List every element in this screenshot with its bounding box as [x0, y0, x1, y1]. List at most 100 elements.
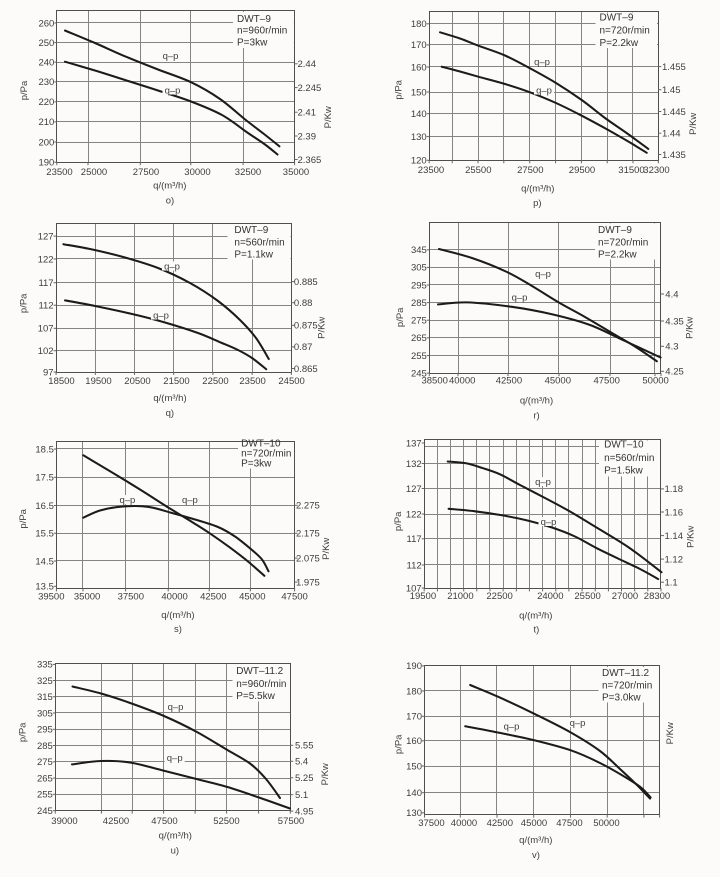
svg-text:107: 107 — [406, 583, 422, 594]
svg-text:n=560r/min: n=560r/min — [234, 237, 284, 248]
svg-text:25000: 25000 — [81, 167, 107, 178]
svg-text:21000: 21000 — [447, 591, 473, 602]
svg-text:q): q) — [166, 408, 174, 419]
svg-text:200: 200 — [38, 137, 54, 148]
svg-text:5.55: 5.55 — [295, 741, 314, 752]
svg-text:265: 265 — [411, 333, 427, 344]
svg-text:127: 127 — [38, 231, 54, 242]
svg-text:190: 190 — [38, 158, 54, 169]
svg-text:2.075: 2.075 — [296, 553, 320, 564]
svg-text:38500: 38500 — [421, 375, 447, 386]
svg-text:p/Pa: p/Pa — [393, 511, 404, 531]
svg-text:n=720r/min: n=720r/min — [602, 681, 652, 692]
svg-text:45000: 45000 — [239, 591, 265, 602]
svg-text:230: 230 — [38, 77, 54, 88]
svg-text:P/Kw: P/Kw — [321, 538, 332, 560]
svg-text:q–p: q–p — [119, 495, 135, 506]
svg-text:40000: 40000 — [449, 375, 475, 386]
svg-text:16.5: 16.5 — [35, 501, 54, 512]
svg-text:q/(m³/h): q/(m³/h) — [519, 610, 552, 621]
svg-text:P/Kw: P/Kw — [688, 113, 699, 135]
svg-text:245: 245 — [411, 368, 427, 379]
svg-text:4.4: 4.4 — [665, 289, 678, 300]
svg-text:2.245: 2.245 — [298, 83, 322, 94]
svg-text:47500: 47500 — [556, 818, 582, 829]
svg-text:2.175: 2.175 — [296, 529, 320, 540]
svg-text:P=2.2kw: P=2.2kw — [598, 249, 637, 260]
svg-text:13.5: 13.5 — [35, 582, 54, 593]
svg-text:r): r) — [533, 411, 539, 422]
svg-text:39500: 39500 — [38, 591, 64, 602]
svg-text:107: 107 — [38, 324, 54, 335]
svg-text:112: 112 — [407, 560, 422, 571]
svg-text:112: 112 — [38, 301, 53, 312]
svg-text:1.16: 1.16 — [665, 507, 684, 518]
svg-text:DWT–11.2: DWT–11.2 — [602, 668, 649, 679]
svg-text:2.41: 2.41 — [298, 108, 317, 119]
svg-text:p/Pa: p/Pa — [394, 79, 405, 99]
svg-text:q/(m³/h): q/(m³/h) — [519, 835, 552, 846]
svg-text:137: 137 — [406, 438, 422, 449]
svg-text:P=2.2kw: P=2.2kw — [600, 38, 639, 49]
svg-text:275: 275 — [411, 316, 427, 327]
svg-text:DWT–9: DWT–9 — [598, 225, 632, 236]
svg-text:P/Kw: P/Kw — [317, 317, 328, 339]
svg-text:27000: 27000 — [612, 591, 638, 602]
svg-text:37500: 37500 — [418, 818, 444, 829]
svg-text:q–p: q–p — [535, 477, 551, 488]
svg-text:P/Kw: P/Kw — [685, 317, 696, 339]
svg-text:n=560r/min: n=560r/min — [604, 453, 654, 464]
svg-text:150: 150 — [411, 87, 427, 98]
svg-text:P=5.5kw: P=5.5kw — [236, 691, 275, 702]
svg-text:180: 180 — [406, 686, 422, 697]
svg-text:255: 255 — [37, 790, 53, 801]
svg-text:n=960r/min: n=960r/min — [236, 679, 286, 690]
svg-text:DWT–11.2: DWT–11.2 — [236, 666, 283, 677]
svg-text:q/(m³/h): q/(m³/h) — [159, 830, 192, 841]
svg-text:q/(m³/h): q/(m³/h) — [161, 610, 194, 621]
svg-text:q–p: q–p — [512, 292, 528, 303]
svg-text:28300: 28300 — [644, 591, 670, 602]
svg-text:P=1.1kw: P=1.1kw — [234, 249, 273, 260]
svg-text:q–p: q–p — [536, 85, 552, 96]
svg-text:130: 130 — [411, 132, 427, 143]
svg-text:q/(m³/h): q/(m³/h) — [153, 393, 186, 404]
svg-text:1.435: 1.435 — [662, 150, 686, 161]
svg-text:1.44: 1.44 — [662, 129, 681, 140]
svg-text:q/(m³/h): q/(m³/h) — [521, 184, 554, 195]
svg-text:245: 245 — [37, 806, 53, 817]
svg-text:275: 275 — [37, 757, 53, 768]
svg-text:P=3kw: P=3kw — [237, 38, 268, 49]
svg-text:q–p: q–p — [167, 753, 183, 764]
svg-text:285: 285 — [411, 298, 427, 309]
svg-text:4.3: 4.3 — [665, 342, 678, 353]
svg-text:p/Pa: p/Pa — [394, 734, 405, 754]
svg-text:o): o) — [166, 195, 174, 206]
svg-text:260: 260 — [38, 18, 54, 29]
svg-text:240: 240 — [38, 57, 54, 68]
svg-text:p/Pa: p/Pa — [395, 307, 406, 327]
svg-text:q–p: q–p — [163, 51, 179, 62]
svg-text:n=720r/min: n=720r/min — [241, 448, 291, 459]
svg-text:50000: 50000 — [593, 818, 619, 829]
svg-text:285: 285 — [37, 741, 53, 752]
svg-text:35000: 35000 — [74, 591, 100, 602]
svg-text:4.35: 4.35 — [665, 316, 684, 327]
svg-text:q–p: q–p — [504, 722, 520, 733]
svg-text:p/Pa: p/Pa — [19, 80, 30, 100]
svg-text:21500: 21500 — [163, 376, 189, 387]
svg-text:1.975: 1.975 — [296, 577, 320, 588]
svg-text:37500: 37500 — [118, 591, 144, 602]
svg-text:24000: 24000 — [537, 591, 563, 602]
svg-text:n=960r/min: n=960r/min — [237, 26, 287, 37]
svg-text:q–p: q–p — [182, 495, 198, 506]
svg-text:42500: 42500 — [487, 818, 513, 829]
svg-text:1.12: 1.12 — [665, 554, 684, 565]
svg-text:42500: 42500 — [200, 591, 226, 602]
svg-text:160: 160 — [406, 736, 422, 747]
svg-text:q/(m³/h): q/(m³/h) — [520, 396, 553, 407]
svg-text:0.865: 0.865 — [294, 364, 318, 375]
svg-text:22500: 22500 — [202, 376, 228, 387]
svg-text:p/Pa: p/Pa — [18, 508, 29, 528]
svg-text:2.365: 2.365 — [298, 155, 322, 166]
